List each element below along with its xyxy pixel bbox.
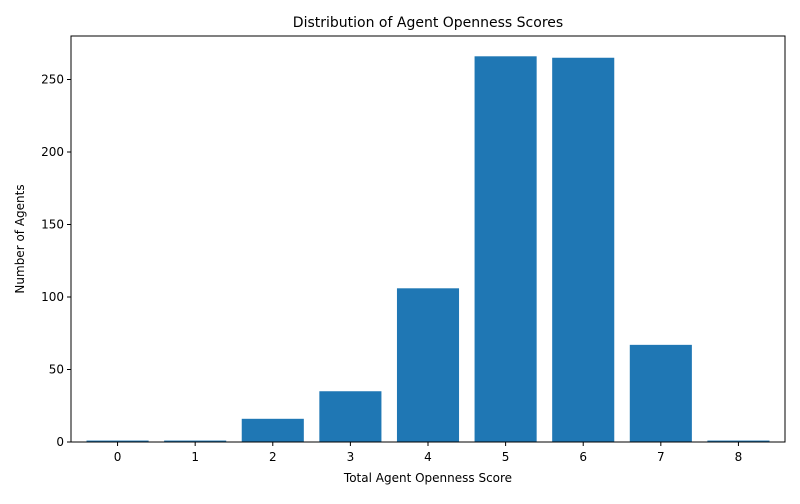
bar-4 [396, 288, 460, 442]
x-tick-label: 3 [347, 450, 355, 464]
bar-2 [241, 418, 304, 442]
x-tick-label: 6 [579, 450, 587, 464]
bars-group [86, 56, 770, 443]
y-tick-label: 50 [49, 363, 64, 377]
x-tick-label: 1 [191, 450, 199, 464]
x-tick-label: 0 [114, 450, 122, 464]
y-tick-label: 250 [41, 73, 64, 87]
x-ticks-group: 0 1 2 3 4 5 6 7 8 [114, 442, 743, 464]
x-tick-label: 5 [502, 450, 510, 464]
bar-8 [707, 440, 770, 442]
y-ticks-group: 0 50 100 150 200 250 [41, 73, 71, 449]
bar-7 [629, 344, 692, 442]
y-tick-label: 200 [41, 145, 64, 159]
y-tick-label: 100 [41, 290, 64, 304]
bar-5 [474, 56, 537, 443]
bar-3 [319, 391, 382, 442]
x-tick-label: 8 [735, 450, 743, 464]
y-tick-label: 0 [56, 435, 64, 449]
plot-frame [70, 35, 786, 443]
x-tick-label: 7 [657, 450, 665, 464]
chart-title: Distribution of Agent Openness Scores [293, 15, 563, 31]
bar-0 [86, 440, 149, 442]
y-axis-label: Number of Agents [13, 184, 27, 293]
x-tick-label: 4 [424, 450, 432, 464]
x-tick-label: 2 [269, 450, 277, 464]
bar-6 [552, 57, 615, 442]
x-axis-label: Total Agent Openness Score [343, 471, 512, 485]
y-tick-label: 150 [41, 218, 64, 232]
bar-1 [164, 440, 227, 442]
